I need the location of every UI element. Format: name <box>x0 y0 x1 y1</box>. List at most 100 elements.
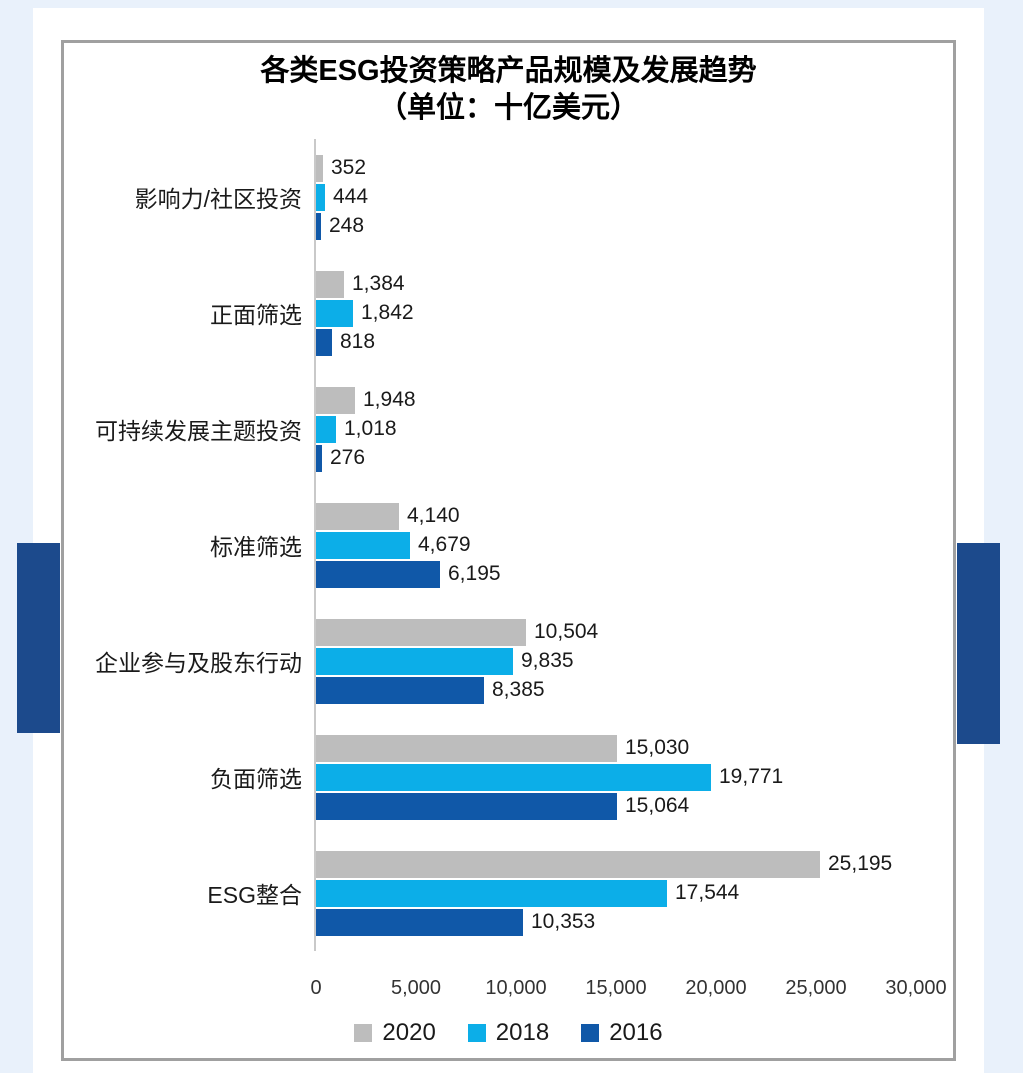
x-tick-label: 5,000 <box>390 977 442 999</box>
bar-line: 19,771 <box>316 763 953 792</box>
bar-2018 <box>316 879 667 907</box>
bar-line: 1,384 <box>316 270 953 299</box>
legend-swatch-icon <box>354 1024 373 1042</box>
bar-value-label: 276 <box>330 446 366 469</box>
category-row: 标准筛选 4,140 4,679 6,195 <box>64 487 953 603</box>
legend-label: 2020 <box>382 1019 436 1046</box>
category-label: 可持续发展主题投资 <box>95 418 302 444</box>
category-bars: 15,030 19,771 15,064 <box>314 719 953 835</box>
legend-label: 2018 <box>495 1019 550 1046</box>
bar-line: 276 <box>316 444 953 473</box>
bar-value-label: 4,679 <box>418 533 471 556</box>
legend-item-2016: 2016 <box>581 1019 663 1047</box>
bar-2016 <box>316 908 523 936</box>
category-row: ESG整合 25,195 17,544 10,353 <box>64 835 953 951</box>
bar-line: 818 <box>316 328 953 357</box>
bar-line: 444 <box>316 183 953 212</box>
bar-line: 25,195 <box>316 850 953 879</box>
x-tick-label: 10,000 <box>485 977 547 999</box>
category-label: ESG整合 <box>207 882 302 908</box>
bar-value-label: 352 <box>331 156 367 179</box>
bar-value-label: 15,064 <box>625 794 690 817</box>
bar-2016 <box>316 328 332 356</box>
category-row: 企业参与及股东行动 10,504 9,835 8,385 <box>64 603 953 719</box>
category-row: 负面筛选 15,030 19,771 15,064 <box>64 719 953 835</box>
bar-2020 <box>316 502 399 530</box>
category-label: 企业参与及股东行动 <box>95 650 302 676</box>
bar-value-label: 10,353 <box>531 910 596 933</box>
right-accent-bar <box>957 543 1000 744</box>
bar-line: 352 <box>316 154 953 183</box>
bar-2020 <box>316 734 617 762</box>
bar-line: 4,679 <box>316 531 953 560</box>
bar-2016 <box>316 444 322 472</box>
bar-value-label: 15,030 <box>625 736 690 759</box>
bar-value-label: 248 <box>329 214 365 237</box>
bar-2016 <box>316 676 484 704</box>
bar-2020 <box>316 154 323 182</box>
category-label: 影响力/社区投资 <box>134 186 302 212</box>
legend-swatch-icon <box>581 1024 600 1042</box>
category-row: 可持续发展主题投资 1,948 1,018 276 <box>64 371 953 487</box>
bar-2018 <box>316 299 353 327</box>
bar-line: 248 <box>316 212 953 241</box>
bar-2020 <box>316 850 820 878</box>
chart-card: 各类ESG投资策略产品规模及发展趋势 （单位：十亿美元） 影响力/社区投资 352… <box>61 40 956 1061</box>
x-tick-label: 0 <box>310 977 322 999</box>
bar-2020 <box>316 386 355 414</box>
category-row: 正面筛选 1,384 1,842 818 <box>64 255 953 371</box>
bar-line: 9,835 <box>316 647 953 676</box>
left-accent-bar <box>17 543 60 733</box>
category-bars: 4,140 4,679 6,195 <box>314 487 953 603</box>
x-axis: 0 5,000 10,000 15,000 20,000 25,000 30,000 <box>310 977 959 1005</box>
bar-line: 1,948 <box>316 386 953 415</box>
bar-2020 <box>316 270 344 298</box>
chart-title-line1: 各类ESG投资策略产品规模及发展趋势 <box>260 55 757 87</box>
bar-value-label: 8,385 <box>492 678 545 701</box>
bar-line: 8,385 <box>316 676 953 705</box>
bar-line: 10,504 <box>316 618 953 647</box>
x-tick-label: 20,000 <box>685 977 747 999</box>
x-tick-label: 15,000 <box>585 977 647 999</box>
bar-2018 <box>316 647 513 675</box>
bar-value-label: 1,384 <box>352 272 405 295</box>
bar-line: 15,030 <box>316 734 953 763</box>
chart-title-line2: （单位：十亿美元） <box>377 92 639 124</box>
category-row: 影响力/社区投资 352 444 248 <box>64 139 953 255</box>
x-tick-label: 30,000 <box>885 977 947 999</box>
bar-2020 <box>316 618 526 646</box>
bar-line: 15,064 <box>316 792 953 821</box>
bar-2018 <box>316 531 410 559</box>
bar-value-label: 818 <box>340 330 376 353</box>
bar-line: 10,353 <box>316 908 953 937</box>
bar-value-label: 1,018 <box>344 417 397 440</box>
bar-value-label: 17,544 <box>675 881 740 904</box>
bar-value-label: 1,842 <box>361 301 414 324</box>
bar-2018 <box>316 415 336 443</box>
bar-line: 1,842 <box>316 299 953 328</box>
category-label: 标准筛选 <box>210 534 302 560</box>
bar-value-label: 9,835 <box>521 649 574 672</box>
bar-line: 4,140 <box>316 502 953 531</box>
bar-value-label: 25,195 <box>828 852 893 875</box>
legend-label: 2016 <box>609 1019 663 1046</box>
category-label: 负面筛选 <box>210 766 302 792</box>
bar-2016 <box>316 792 617 820</box>
legend: 2020 2018 2016 <box>64 1019 953 1047</box>
category-bars: 1,384 1,842 818 <box>314 255 953 371</box>
bar-value-label: 444 <box>333 185 369 208</box>
bar-2016 <box>316 560 440 588</box>
legend-item-2018: 2018 <box>467 1019 550 1047</box>
category-bars: 1,948 1,018 276 <box>314 371 953 487</box>
category-bars: 352 444 248 <box>314 139 953 255</box>
x-tick-label: 25,000 <box>785 977 847 999</box>
legend-item-2020: 2020 <box>354 1019 436 1047</box>
bar-value-label: 10,504 <box>534 620 599 643</box>
bar-2018 <box>316 763 711 791</box>
bar-2018 <box>316 183 325 211</box>
bar-line: 6,195 <box>316 560 953 589</box>
legend-swatch-icon <box>467 1024 486 1042</box>
chart-title: 各类ESG投资策略产品规模及发展趋势 （单位：十亿美元） <box>64 53 953 127</box>
bar-value-label: 19,771 <box>719 765 784 788</box>
plot-area: 影响力/社区投资 352 444 248 正面筛选 1,384 1,842 818 可持续发展主… <box>64 139 953 951</box>
